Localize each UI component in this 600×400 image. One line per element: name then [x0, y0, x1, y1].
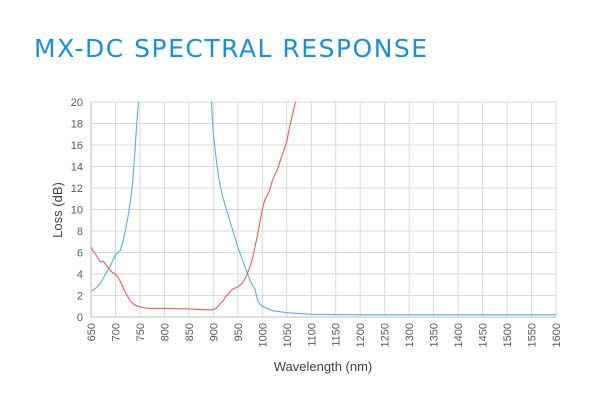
- x-tick-label: 700: [110, 323, 122, 341]
- x-tick-label: 1100: [306, 323, 318, 347]
- x-tick-label: 750: [135, 323, 147, 341]
- y-tick-label: 10: [71, 205, 83, 217]
- x-tick-label: 1050: [282, 323, 294, 347]
- y-tick-label: 0: [77, 312, 83, 324]
- y-tick-label: 8: [77, 226, 83, 238]
- x-tick-label: 1550: [527, 323, 539, 347]
- x-tick-label: 1600: [551, 323, 563, 347]
- grid: [90, 101, 557, 318]
- x-axis-label: Wavelength (nm): [274, 359, 373, 374]
- y-tick-label: 14: [71, 162, 83, 174]
- series-line-2: [91, 102, 297, 311]
- x-tick-label: 850: [184, 323, 196, 341]
- y-tick-label: 16: [71, 140, 83, 152]
- y-tick-label: 12: [71, 183, 83, 195]
- x-tick-label: 1400: [453, 323, 465, 347]
- x-tick-label: 650: [86, 323, 98, 341]
- series-line-1: [91, 102, 556, 316]
- y-tick-label: 18: [71, 119, 83, 131]
- x-tick-label: 1500: [502, 323, 514, 347]
- y-axis-label: Loss (dB): [50, 182, 65, 238]
- x-tick-label: 1150: [331, 323, 343, 347]
- x-tick-label: 900: [208, 323, 220, 341]
- y-tick-label: 6: [77, 248, 83, 260]
- x-tick-label: 800: [159, 323, 171, 341]
- plot-frame: [90, 102, 556, 318]
- x-tick-label: 1000: [257, 323, 269, 347]
- x-tick-label: 1200: [355, 323, 367, 347]
- x-tick-label: 1450: [478, 323, 490, 347]
- x-tick-label: 950: [233, 323, 245, 341]
- y-tick-label: 2: [77, 291, 83, 303]
- y-tick-labels: 0 2 4 6 8 10 12 14 16 18 20: [71, 97, 83, 324]
- x-tick-label: 1350: [429, 323, 441, 347]
- x-tick-label: 1250: [380, 323, 392, 347]
- y-tick-label: 4: [77, 269, 83, 281]
- chart-title: MX-DC SPECTRAL RESPONSE: [34, 34, 429, 63]
- y-tick-label: 20: [71, 97, 83, 109]
- x-tick-label: 1300: [404, 323, 416, 347]
- x-tick-labels: 650 700 750 800 850 900 950 1000 1050 1100 1150 120…: [86, 323, 563, 347]
- series-layer: [91, 102, 556, 316]
